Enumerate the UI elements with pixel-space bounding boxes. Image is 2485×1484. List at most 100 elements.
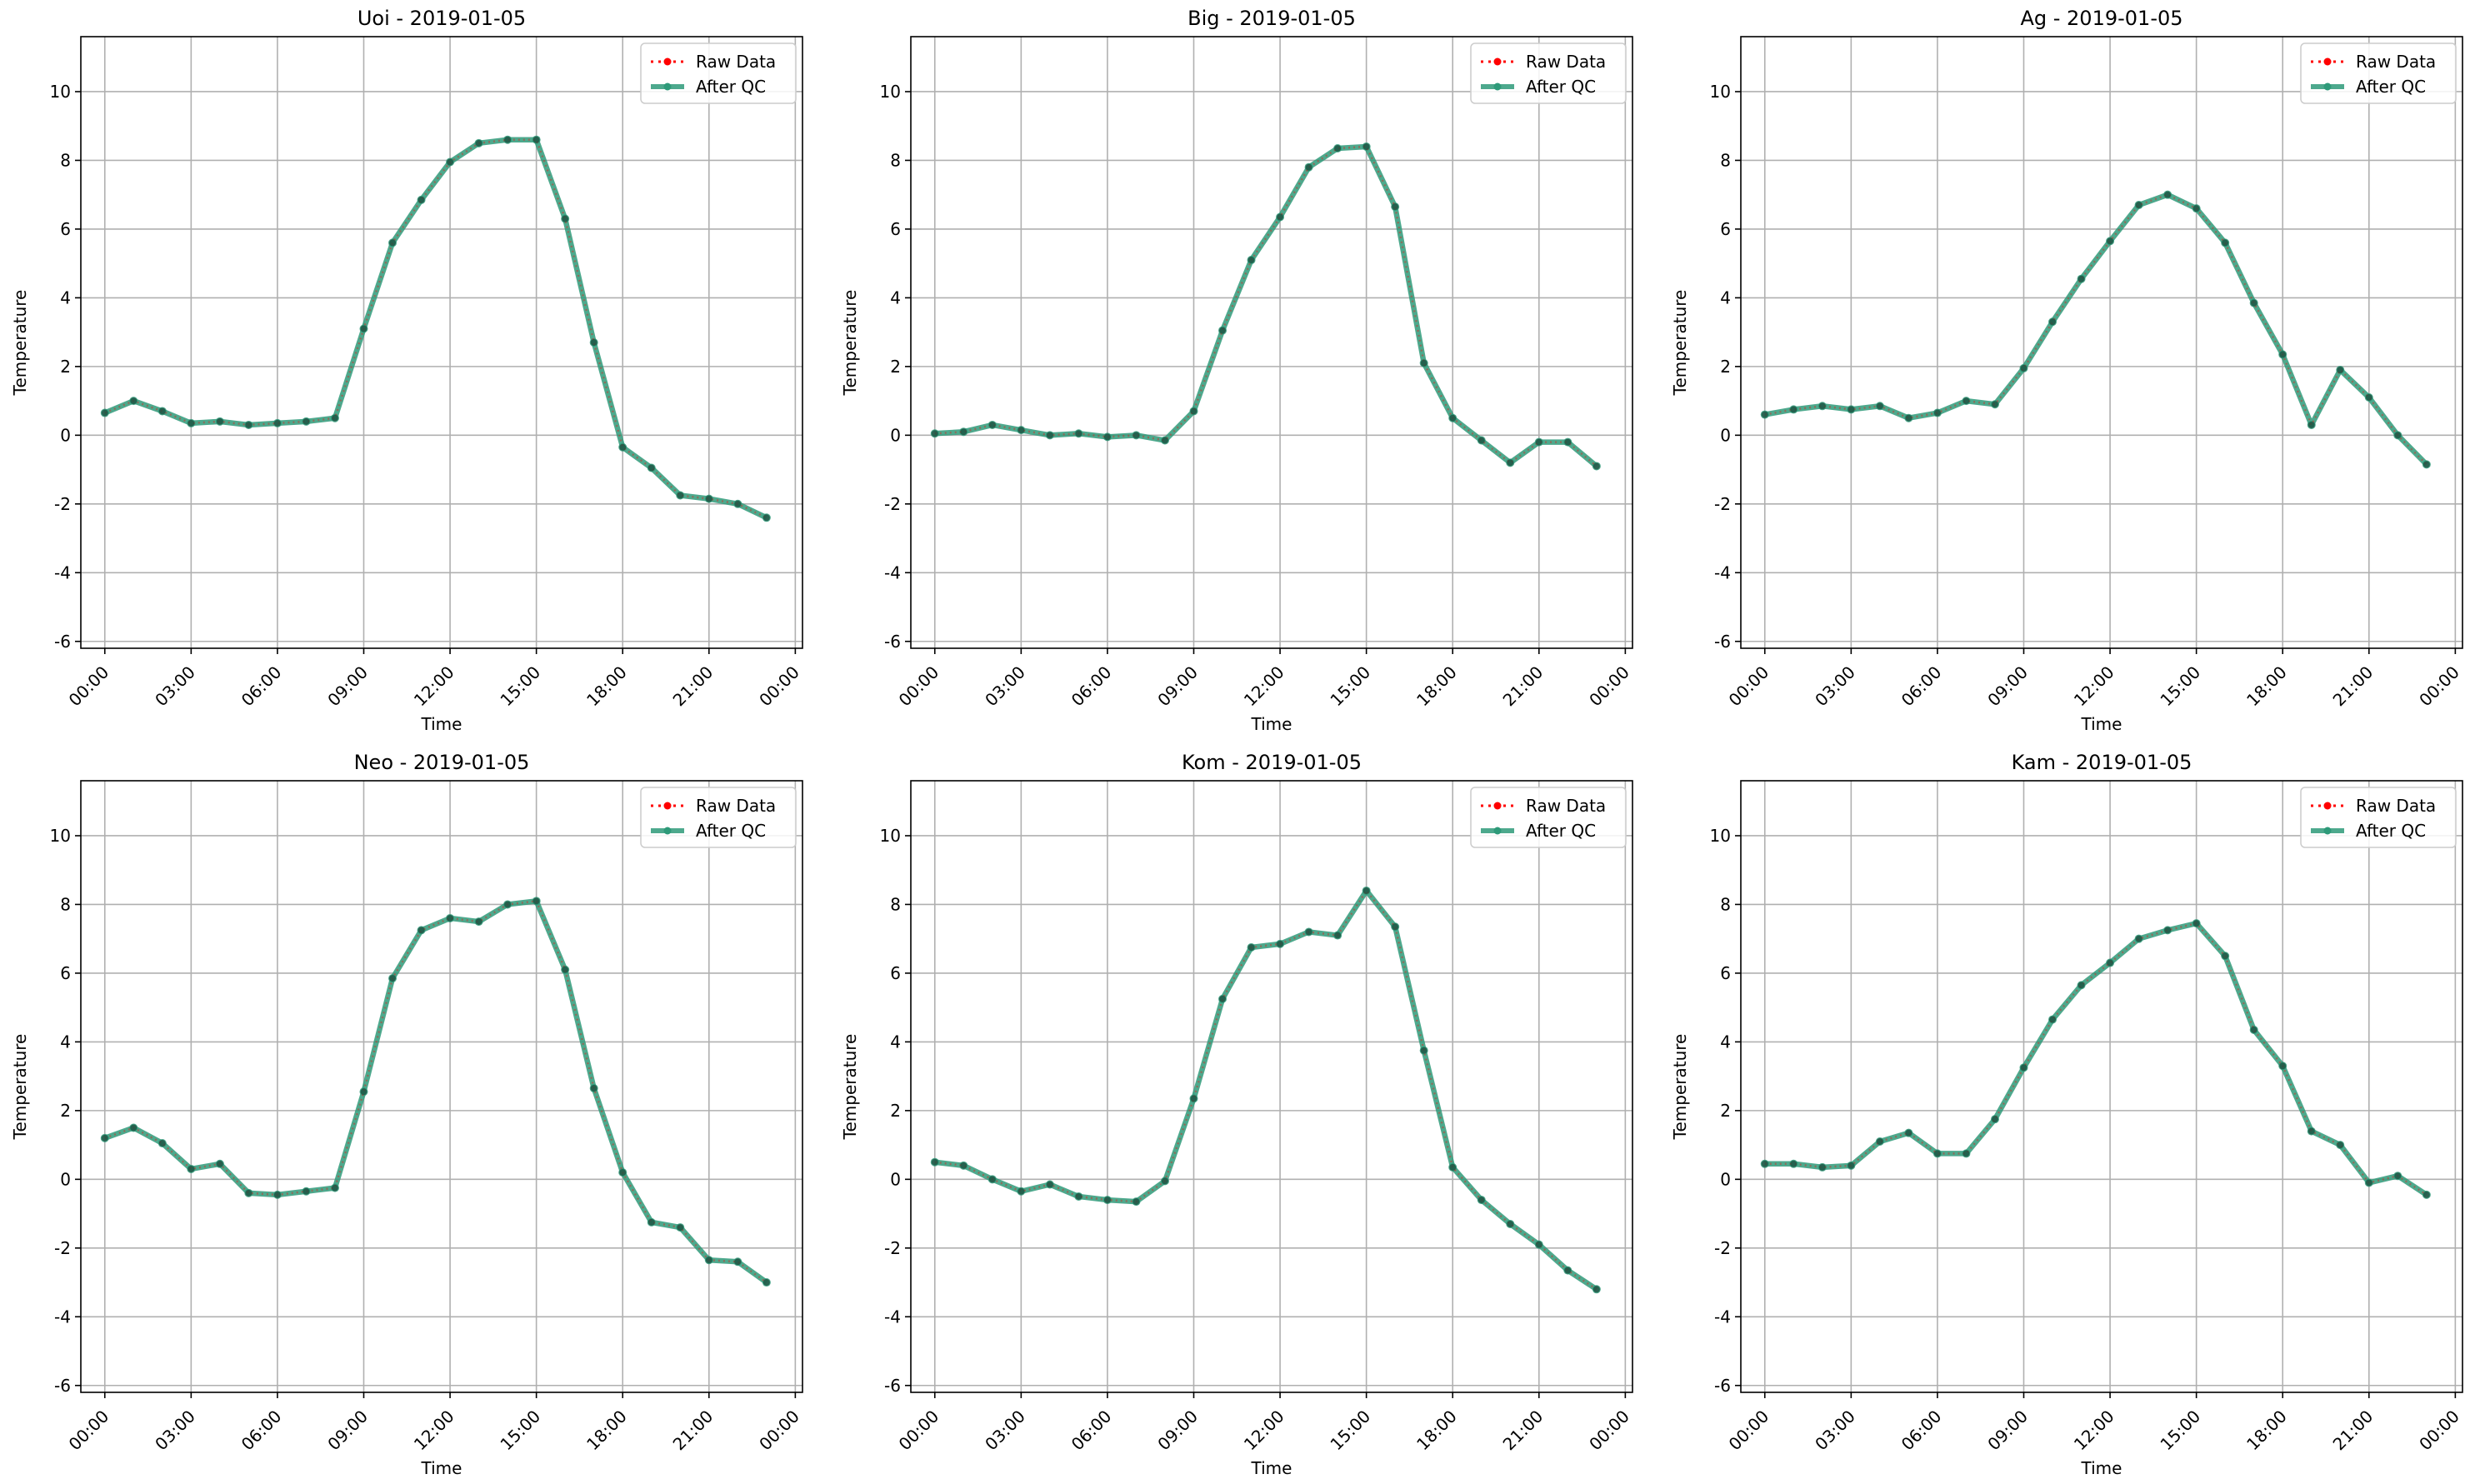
legend-after-qc-label: After QC xyxy=(1526,77,1596,97)
y-tick-label: 8 xyxy=(890,894,901,914)
raw-data-point xyxy=(273,1191,281,1198)
legend-raw-marker xyxy=(1493,57,1502,66)
legend: Raw Data After QC xyxy=(640,787,797,848)
y-tick-label: -6 xyxy=(54,1376,71,1396)
y-axis: -6 -4 -2 0 2 4 6 8 10 xyxy=(50,826,81,1396)
raw-data-point xyxy=(960,428,968,436)
raw-data-point xyxy=(1449,1163,1457,1171)
y-tick-label: 0 xyxy=(60,1169,71,1189)
subplot-title: Neo - 2019-01-05 xyxy=(354,751,530,774)
y-tick-label: 4 xyxy=(1720,1032,1731,1052)
series-after-qc-line xyxy=(1764,920,2428,1197)
raw-data-point xyxy=(475,139,482,147)
subplot-title: Ag - 2019-01-05 xyxy=(2020,7,2182,30)
y-tick-label: 2 xyxy=(1720,1101,1731,1121)
y-axis-label: Temperature xyxy=(840,1034,860,1141)
raw-data-point xyxy=(2365,393,2372,401)
raw-data-point xyxy=(1161,437,1168,444)
x-tick-label: 09:00 xyxy=(1983,1407,2032,1455)
raw-data-point xyxy=(590,339,598,346)
raw-data-point xyxy=(158,407,166,415)
y-tick-label: 4 xyxy=(60,287,71,307)
y-axis: -6 -4 -2 0 2 4 6 8 10 xyxy=(1710,82,1741,652)
y-tick-label: -2 xyxy=(54,1238,71,1258)
y-tick-label: 6 xyxy=(1720,963,1731,983)
x-tick-label: 06:00 xyxy=(1898,1407,1946,1455)
raw-data-point xyxy=(1046,1181,1053,1188)
subplot-title: Kom - 2019-01-05 xyxy=(1182,751,1362,774)
raw-data-point xyxy=(1075,430,1082,437)
raw-data-point xyxy=(2365,1179,2372,1187)
raw-data-point xyxy=(1564,1267,1572,1274)
raw-data-point xyxy=(273,419,281,427)
y-tick-label: 4 xyxy=(890,287,901,307)
y-tick-label: -2 xyxy=(1714,494,1731,514)
x-tick-label: 09:00 xyxy=(323,1407,372,1455)
y-axis-label: Temperature xyxy=(10,290,30,397)
legend-raw-marker xyxy=(2323,802,2332,810)
y-tick-label: 10 xyxy=(880,82,901,102)
raw-data-point xyxy=(447,914,454,922)
raw-data-point xyxy=(1933,409,1941,417)
x-tick-label: 03:00 xyxy=(1811,1407,1859,1455)
plot-frame xyxy=(910,780,1633,1393)
y-tick-label: 10 xyxy=(50,82,71,102)
legend-after-qc-label: After QC xyxy=(696,77,766,97)
raw-data-point xyxy=(1848,406,1855,413)
subplot-title: Uoi - 2019-01-05 xyxy=(358,7,526,30)
legend-raw-label: Raw Data xyxy=(696,796,776,816)
raw-data-point xyxy=(2279,1062,2287,1070)
raw-data-point xyxy=(1933,1150,1941,1157)
raw-data-point xyxy=(562,966,569,973)
raw-data-point xyxy=(1761,1160,1768,1167)
raw-data-point xyxy=(101,1134,108,1142)
raw-data-point xyxy=(648,464,655,472)
y-axis-label: Temperature xyxy=(840,290,860,397)
x-tick-label: 00:00 xyxy=(65,662,113,711)
raw-data-point xyxy=(245,1189,252,1197)
series-raw-data-line xyxy=(934,888,1598,1291)
raw-data-point xyxy=(1818,402,1826,410)
y-tick-label: 0 xyxy=(890,425,901,445)
raw-data-point xyxy=(2192,205,2200,212)
x-tick-label: 06:00 xyxy=(1068,662,1116,711)
raw-data-point xyxy=(2020,1064,2028,1072)
raw-data-point xyxy=(1848,1162,1855,1169)
y-axis: -6 -4 -2 0 2 4 6 8 10 xyxy=(50,82,81,652)
raw-data-point xyxy=(130,397,138,405)
grid xyxy=(81,781,802,1392)
x-tick-label: 03:00 xyxy=(981,662,1029,711)
y-tick-label: -2 xyxy=(1714,1238,1731,1258)
raw-data-point xyxy=(360,1088,368,1096)
raw-data-point xyxy=(1507,1220,1514,1227)
raw-data-point xyxy=(705,1257,712,1264)
raw-data-point xyxy=(1219,995,1227,1002)
raw-data-point xyxy=(2222,239,2229,247)
y-tick-label: -6 xyxy=(54,632,71,652)
raw-data-point xyxy=(1991,1116,1998,1123)
raw-data-point xyxy=(2337,366,2344,373)
raw-data-point xyxy=(532,897,540,905)
x-tick-label: 00:00 xyxy=(755,662,803,711)
raw-data-point xyxy=(188,419,195,427)
x-tick-label: 06:00 xyxy=(1068,1407,1116,1455)
x-axis-label: Time xyxy=(1251,1458,1292,1478)
raw-data-point xyxy=(988,1176,996,1183)
legend-raw-label: Raw Data xyxy=(1526,52,1606,72)
raw-data-point xyxy=(2394,432,2402,439)
y-axis-label: Temperature xyxy=(1670,1034,1690,1141)
x-tick-label: 00:00 xyxy=(1725,1407,1773,1455)
x-axis-label: Time xyxy=(2081,714,2122,734)
raw-data-point xyxy=(389,239,397,247)
y-tick-label: 2 xyxy=(890,357,901,377)
raw-data-point xyxy=(762,1279,770,1287)
y-tick-label: -4 xyxy=(884,1307,901,1327)
plot-frame xyxy=(1740,780,2463,1393)
raw-data-point xyxy=(677,492,684,499)
legend-raw-marker xyxy=(663,802,672,810)
y-tick-label: 0 xyxy=(1720,1169,1731,1189)
raw-data-point xyxy=(1277,213,1284,221)
raw-data-point xyxy=(619,443,627,451)
x-tick-label: 21:00 xyxy=(2329,1407,2378,1455)
series-group xyxy=(100,135,771,522)
